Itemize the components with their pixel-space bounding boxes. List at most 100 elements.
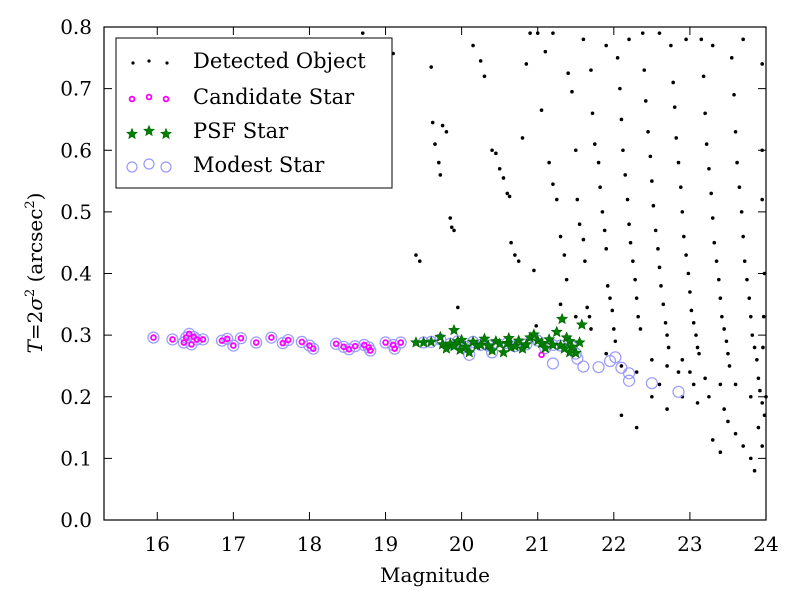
data-point-detected — [501, 176, 506, 180]
data-point-detected — [703, 111, 707, 116]
legend-marker-detected — [131, 61, 135, 65]
data-point-detected — [440, 123, 445, 128]
data-point-detected — [638, 327, 643, 331]
y-tick-label: 0.1 — [60, 446, 92, 470]
data-point-detected — [717, 277, 721, 282]
legend-marker-psf — [126, 127, 138, 140]
data-point-detected — [747, 296, 752, 300]
y-tick-label: 0.4 — [60, 262, 92, 286]
data-point-detected — [656, 247, 660, 251]
data-point-detected — [689, 308, 694, 313]
data-point-candidate — [397, 339, 405, 346]
data-point-detected — [726, 419, 730, 424]
data-point-psf — [520, 338, 533, 350]
data-point-candidate — [252, 339, 260, 346]
x-tick-label: 22 — [601, 532, 626, 556]
data-point-detected — [727, 364, 732, 368]
data-point-detected — [618, 86, 622, 91]
data-point-detected — [694, 333, 698, 337]
data-point-detected — [625, 197, 630, 202]
data-point-detected — [513, 253, 517, 257]
data-point-psf — [575, 318, 588, 330]
data-point-detected — [543, 49, 548, 54]
x-tick-label: 19 — [373, 532, 398, 556]
data-point-detected — [745, 277, 749, 282]
data-point-modest — [147, 331, 160, 344]
data-point-modest — [546, 357, 560, 370]
legend-marker-modest — [160, 161, 172, 173]
data-point-psf — [474, 338, 487, 351]
data-point-detected — [619, 364, 624, 368]
y-tick-label: 0.2 — [60, 385, 92, 409]
data-point-candidate — [169, 336, 176, 343]
data-point-detected — [704, 142, 709, 146]
series-psf-star — [410, 312, 588, 359]
data-point-detected — [612, 327, 616, 331]
y-label-T: T — [23, 339, 47, 354]
data-point-detected — [449, 225, 454, 230]
data-point-modest — [622, 367, 636, 380]
data-point-detected — [718, 296, 723, 300]
data-point-psf — [455, 333, 468, 346]
data-point-candidate — [298, 338, 306, 346]
data-point-candidate — [391, 345, 398, 352]
data-point-detected — [701, 74, 706, 79]
data-point-candidate — [332, 340, 340, 348]
data-point-psf — [459, 340, 472, 352]
data-point-detected — [735, 160, 739, 165]
data-point-detected — [739, 210, 744, 214]
data-point-detected — [581, 37, 586, 42]
legend-marker-detected — [147, 59, 151, 63]
data-point-candidate — [182, 334, 190, 341]
data-point-detected — [554, 197, 559, 202]
data-point-modest — [303, 339, 316, 352]
data-point-detected — [665, 333, 669, 337]
data-point-candidate — [382, 339, 389, 346]
data-point-detected — [532, 268, 536, 273]
y-axis-label: T=2σ2 (arcsec2) — [23, 192, 47, 353]
x-tick-label: 24 — [753, 532, 778, 556]
data-point-psf — [527, 328, 540, 340]
data-point-detected — [710, 438, 715, 442]
data-point-modest — [645, 377, 658, 390]
data-point-detected — [724, 339, 729, 344]
data-point-detected — [497, 166, 502, 171]
data-point-detected — [573, 148, 578, 153]
data-point-detected — [444, 129, 449, 134]
data-point-detected — [748, 394, 753, 399]
data-point-detected — [650, 394, 654, 399]
x-tick-label: 20 — [449, 532, 474, 556]
data-point-detected — [558, 234, 563, 239]
data-point-detected — [551, 31, 555, 35]
data-point-detected — [748, 456, 753, 461]
data-point-detected — [760, 197, 764, 202]
data-point-detected — [720, 314, 724, 319]
data-point-detected — [722, 327, 726, 331]
data-point-detected — [758, 388, 762, 393]
legend-marker-psf — [143, 124, 155, 137]
data-point-detected — [714, 259, 719, 263]
data-point-detected — [524, 62, 529, 66]
data-point-detected — [627, 37, 631, 42]
data-point-detected — [613, 339, 618, 344]
data-point-detected — [456, 305, 460, 310]
data-point-detected — [621, 148, 625, 153]
data-point-detected — [695, 401, 700, 405]
data-point-detected — [505, 191, 510, 196]
x-tick-label: 16 — [145, 532, 170, 556]
data-point-detected — [691, 321, 696, 325]
data-point-detected — [490, 148, 494, 153]
data-point-psf — [550, 325, 563, 338]
data-point-detected — [516, 259, 521, 263]
data-point-modest — [307, 342, 320, 355]
data-point-detected — [650, 179, 654, 183]
data-point-detected — [703, 376, 707, 381]
data-point-detected — [695, 345, 700, 350]
data-point-detected — [750, 333, 755, 337]
data-point-detected — [605, 284, 610, 288]
data-point-detected — [674, 136, 679, 140]
data-point-detected — [437, 160, 441, 165]
data-point-detected — [676, 370, 681, 374]
data-point-detected — [748, 314, 753, 319]
